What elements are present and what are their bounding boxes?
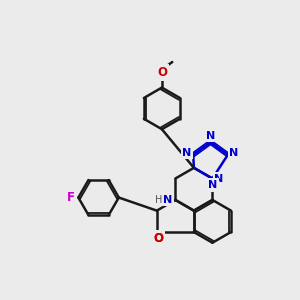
Text: N: N [163, 195, 172, 205]
Text: H: H [155, 195, 163, 205]
Text: O: O [157, 66, 167, 79]
Text: O: O [153, 232, 163, 245]
Text: N: N [182, 148, 192, 158]
Text: F: F [67, 191, 75, 204]
Text: O: O [153, 232, 163, 245]
Text: N: N [206, 131, 215, 141]
Text: N: N [208, 180, 218, 190]
Text: N: N [214, 173, 224, 184]
Text: N: N [230, 148, 239, 158]
